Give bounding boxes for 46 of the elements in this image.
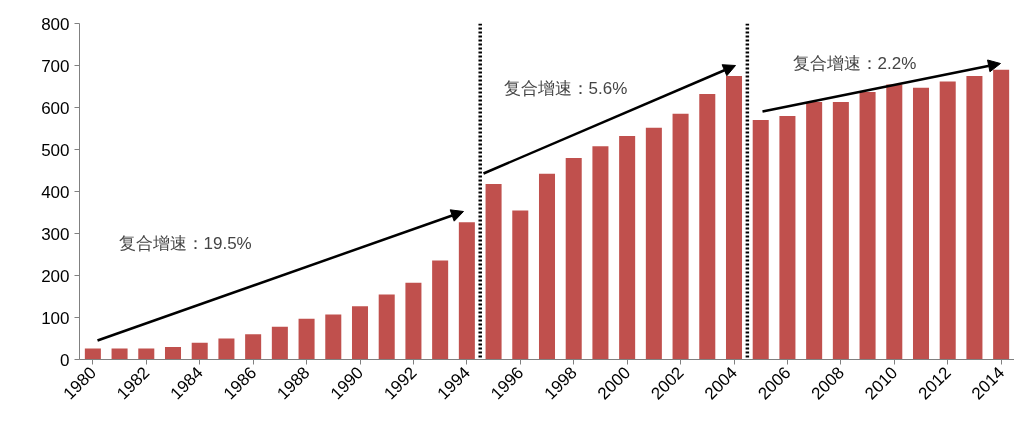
bar <box>351 306 369 360</box>
bar <box>779 115 796 360</box>
y-tick-label: 700 <box>41 56 70 76</box>
bar <box>672 113 689 360</box>
bar <box>993 69 1010 360</box>
bar <box>886 84 903 360</box>
y-tick-label: 300 <box>41 224 70 244</box>
bar <box>138 348 155 360</box>
bar <box>245 334 262 360</box>
bar <box>325 314 342 360</box>
y-tick-label: 0 <box>60 350 70 370</box>
bar <box>298 318 315 360</box>
bar <box>939 81 956 360</box>
bar <box>111 348 128 360</box>
bar <box>271 326 288 360</box>
bar <box>191 342 208 360</box>
annotation: 复合增速：19.5% <box>118 234 252 253</box>
bar <box>752 120 769 360</box>
bar <box>645 127 662 360</box>
bar <box>806 102 823 360</box>
bar <box>432 260 449 360</box>
y-tick-label: 600 <box>41 98 70 118</box>
annotation: 复合增速：2.2% <box>792 54 917 73</box>
bar <box>619 136 636 360</box>
y-tick-label: 400 <box>41 182 70 202</box>
bar <box>458 222 475 360</box>
bar <box>164 346 182 360</box>
bar <box>832 102 849 360</box>
bar <box>966 76 983 360</box>
bar <box>592 146 609 360</box>
bar <box>378 294 395 360</box>
bar <box>512 210 529 360</box>
bar <box>912 87 930 360</box>
y-tick-label: 200 <box>41 266 70 286</box>
bar <box>859 91 876 360</box>
bar <box>699 94 716 360</box>
bar <box>538 173 556 360</box>
bar <box>485 183 502 360</box>
bar <box>84 348 101 360</box>
annotation: 复合增速：5.6% <box>503 79 628 98</box>
bar <box>565 157 582 360</box>
bar <box>405 282 422 360</box>
y-tick-label: 100 <box>41 308 70 328</box>
bar <box>218 338 235 360</box>
y-tick-label: 800 <box>41 14 70 34</box>
y-tick-label: 500 <box>41 140 70 160</box>
